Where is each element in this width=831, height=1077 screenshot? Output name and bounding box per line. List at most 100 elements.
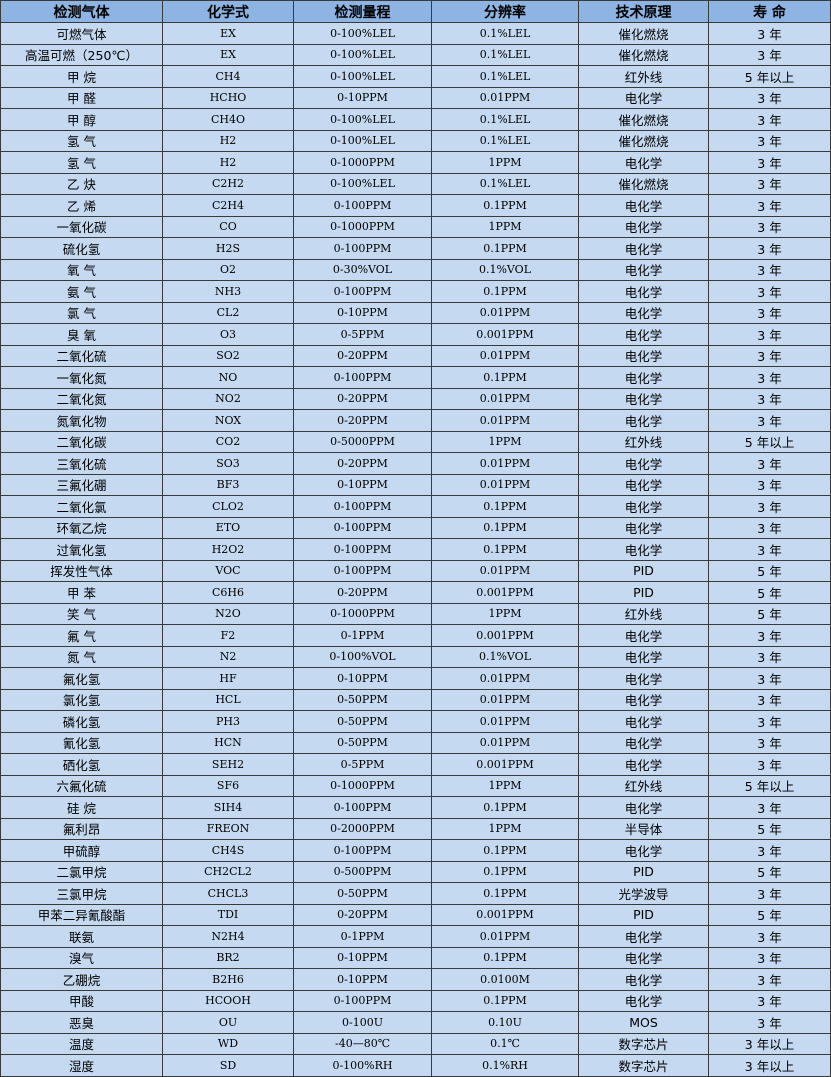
cell-gas: 氯化氢	[0, 688, 163, 711]
cell-principle: 电化学	[578, 516, 709, 539]
cell-principle: 电化学	[578, 968, 709, 991]
table-row: 硫化氢 H2S 0-100PPM 0.1PPM 电化学 3 年	[0, 237, 831, 260]
cell-range: 0-10PPM	[293, 301, 432, 324]
cell-lifespan: 3 年	[708, 839, 831, 862]
cell-range: 0-20PPM	[293, 344, 432, 367]
table-row: 臭 氧 O3 0-5PPM 0.001PPM 电化学 3 年	[0, 323, 831, 346]
table-row: 甲硫醇 CH4S 0-100PPM 0.1PPM 电化学 3 年	[0, 839, 831, 862]
cell-principle: 红外线	[578, 430, 709, 453]
cell-gas: 一氧化氮	[0, 366, 163, 389]
table-row: 硅 烷 SIH4 0-100PPM 0.1PPM 电化学 3 年	[0, 796, 831, 819]
cell-range: 0-20PPM	[293, 581, 432, 604]
cell-range: 0-100%LEL	[293, 43, 432, 66]
cell-principle: 数字芯片	[578, 1054, 709, 1077]
cell-lifespan: 3 年	[708, 344, 831, 367]
cell-principle: 电化学	[578, 667, 709, 690]
cell-formula: SD	[162, 1054, 294, 1077]
cell-gas: 氟化氢	[0, 667, 163, 690]
cell-principle: 电化学	[578, 538, 709, 561]
cell-resolution: 0.1PPM	[431, 860, 579, 883]
cell-resolution: 0.01PPM	[431, 409, 579, 432]
cell-lifespan: 5 年	[708, 903, 831, 926]
cell-lifespan: 3 年	[708, 301, 831, 324]
cell-principle: 电化学	[578, 753, 709, 776]
cell-resolution: 0.001PPM	[431, 753, 579, 776]
header-row: 检测气体 化学式 检测量程 分辨率 技术原理 寿 命	[0, 0, 831, 23]
cell-principle: 电化学	[578, 323, 709, 346]
cell-principle: 电化学	[578, 452, 709, 475]
cell-gas: 六氟化硫	[0, 774, 163, 797]
cell-formula: H2S	[162, 237, 294, 260]
cell-formula: CO	[162, 215, 294, 238]
cell-gas: 三氧化硫	[0, 452, 163, 475]
table-row: 二氯甲烷 CH2CL2 0-500PPM 0.1PPM PID 5 年	[0, 860, 831, 883]
cell-principle: PID	[578, 860, 709, 883]
cell-range: 0-10PPM	[293, 946, 432, 969]
cell-principle: PID	[578, 903, 709, 926]
cell-resolution: 0.1%VOL	[431, 258, 579, 281]
cell-formula: SO3	[162, 452, 294, 475]
cell-gas: 氟 气	[0, 624, 163, 647]
table-row: 氟 气 F2 0-1PPM 0.001PPM 电化学 3 年	[0, 624, 831, 647]
cell-resolution: 0.01PPM	[431, 301, 579, 324]
cell-resolution: 0.1PPM	[431, 796, 579, 819]
table-row: 磷化氢 PH3 0-50PPM 0.01PPM 电化学 3 年	[0, 710, 831, 733]
cell-formula: BF3	[162, 473, 294, 496]
cell-formula: HF	[162, 667, 294, 690]
cell-gas: 湿度	[0, 1054, 163, 1077]
cell-resolution: 0.01PPM	[431, 387, 579, 410]
cell-resolution: 0.0100M	[431, 968, 579, 991]
cell-range: 0-50PPM	[293, 688, 432, 711]
cell-resolution: 0.1PPM	[431, 882, 579, 905]
cell-formula: EX	[162, 22, 294, 45]
cell-principle: 电化学	[578, 237, 709, 260]
cell-principle: 红外线	[578, 774, 709, 797]
table-row: 一氧化碳 CO 0-1000PPM 1PPM 电化学 3 年	[0, 215, 831, 238]
table-row: 甲 醛 HCHO 0-10PPM 0.01PPM 电化学 3 年	[0, 86, 831, 109]
table-row: 恶臭 OU 0-100U 0.10U MOS 3 年	[0, 1011, 831, 1034]
cell-resolution: 0.1PPM	[431, 495, 579, 518]
header-principle: 技术原理	[578, 0, 709, 23]
cell-resolution: 0.1PPM	[431, 839, 579, 862]
cell-lifespan: 3 年	[708, 989, 831, 1012]
cell-formula: N2O	[162, 602, 294, 625]
cell-lifespan: 3 年	[708, 1011, 831, 1034]
cell-range: 0-1000PPM	[293, 602, 432, 625]
cell-gas: 过氧化氢	[0, 538, 163, 561]
cell-gas: 二氧化硫	[0, 344, 163, 367]
cell-range: 0-100PPM	[293, 495, 432, 518]
table-row: 笑 气 N2O 0-1000PPM 1PPM 红外线 5 年	[0, 602, 831, 625]
cell-formula: N2H4	[162, 925, 294, 948]
cell-gas: 二氧化氮	[0, 387, 163, 410]
header-range: 检测量程	[293, 0, 432, 23]
cell-gas: 臭 氧	[0, 323, 163, 346]
table-row: 联氨 N2H4 0-1PPM 0.01PPM 电化学 3 年	[0, 925, 831, 948]
cell-formula: SF6	[162, 774, 294, 797]
cell-lifespan: 5 年以上	[708, 430, 831, 453]
cell-gas: 硒化氢	[0, 753, 163, 776]
cell-formula: CHCL3	[162, 882, 294, 905]
cell-lifespan: 3 年	[708, 452, 831, 475]
cell-lifespan: 3 年	[708, 237, 831, 260]
cell-lifespan: 3 年	[708, 151, 831, 174]
cell-resolution: 0.01PPM	[431, 688, 579, 711]
cell-lifespan: 5 年	[708, 860, 831, 883]
cell-gas: 甲 苯	[0, 581, 163, 604]
cell-resolution: 0.01PPM	[431, 473, 579, 496]
cell-range: 0-10PPM	[293, 86, 432, 109]
cell-range: 0-100%RH	[293, 1054, 432, 1077]
cell-resolution: 1PPM	[431, 602, 579, 625]
cell-resolution: 1PPM	[431, 774, 579, 797]
cell-principle: 催化燃烧	[578, 172, 709, 195]
cell-lifespan: 3 年	[708, 516, 831, 539]
table-row: 氯 气 CL2 0-10PPM 0.01PPM 电化学 3 年	[0, 301, 831, 324]
table-row: 湿度 SD 0-100%RH 0.1%RH 数字芯片 3 年以上	[0, 1054, 831, 1077]
cell-lifespan: 3 年	[708, 366, 831, 389]
cell-gas: 联氨	[0, 925, 163, 948]
cell-formula: HCN	[162, 731, 294, 754]
cell-formula: N2	[162, 645, 294, 668]
cell-resolution: 0.1PPM	[431, 237, 579, 260]
cell-resolution: 0.1%LEL	[431, 22, 579, 45]
cell-principle: 电化学	[578, 645, 709, 668]
